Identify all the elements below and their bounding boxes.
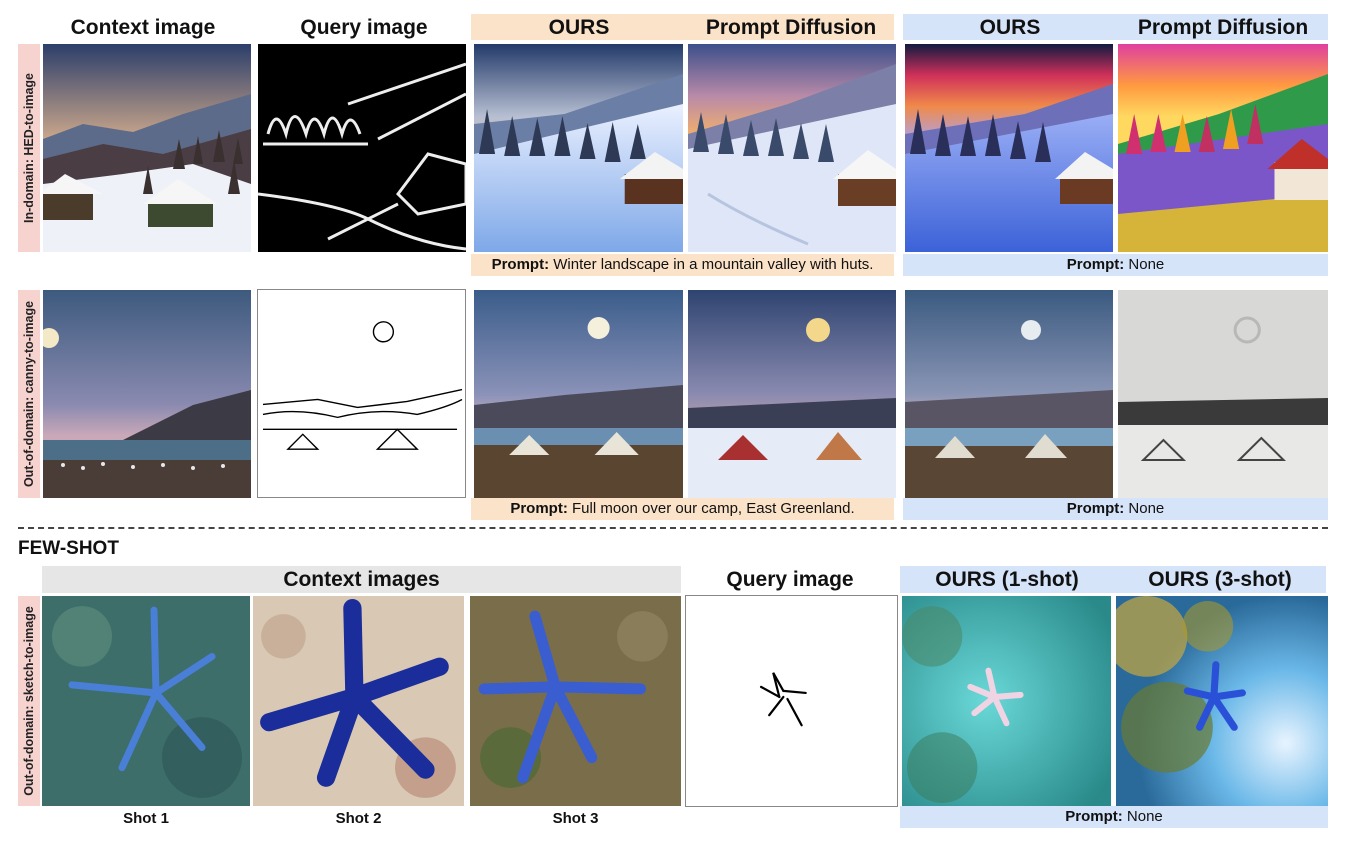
row3-prompt-none-bar: Prompt: None — [900, 806, 1328, 828]
header-prompt-diffusion-2: Prompt Diffusion — [1137, 16, 1309, 39]
row2-prompt-text: Full moon over our camp, East Greenland. — [567, 500, 855, 517]
row2-prompt-none-text: None — [1124, 500, 1165, 517]
shot1-label: Shot 1 — [123, 810, 169, 827]
row2-context-image — [43, 290, 251, 498]
ours-1shot-output — [902, 596, 1111, 806]
header-ours-3shot: OURS (3-shot) — [1148, 568, 1292, 591]
row-label-hed-text: In-domain: HED-to-image — [22, 73, 36, 223]
shot1-image — [42, 596, 250, 806]
row2-prompt-none-prefix: Prompt: — [1066, 500, 1125, 517]
row-label-canny: Out-of-domain: canny-to-image — [18, 290, 40, 498]
shot3-label: Shot 3 — [552, 810, 599, 827]
shot2-label: Shot 2 — [335, 810, 382, 827]
row1-query-image — [258, 44, 466, 252]
row-label-canny-text: Out-of-domain: canny-to-image — [22, 300, 36, 488]
row3-prompt-none-text: None — [1122, 808, 1163, 825]
header-prompt-diffusion-1: Prompt Diffusion — [705, 16, 877, 39]
row1-context-image — [43, 44, 251, 252]
ours-prompt-band-blue — [903, 14, 1328, 40]
row1-prompt-diffusion-noprompt-output — [1118, 44, 1328, 252]
header-ours-2: OURS — [979, 16, 1041, 39]
row1-ours-noprompt-output — [905, 44, 1113, 252]
fewshot-ours-band — [900, 566, 1326, 593]
row1-prompt-none-text: None — [1124, 256, 1165, 273]
section-divider — [18, 527, 1328, 529]
row2-prompt-prefix: Prompt: — [510, 500, 568, 517]
header-context-image: Context image — [70, 16, 216, 39]
ours-3shot-output — [1116, 596, 1328, 806]
row2-prompt-none-bar: Prompt: None — [903, 498, 1328, 520]
row-label-hed: In-domain: HED-to-image — [18, 44, 40, 252]
row2-prompt-bar: Prompt: Full moon over our camp, East Gr… — [471, 498, 894, 520]
header-ours-1: OURS — [548, 16, 610, 39]
header-context-images: Context images — [283, 568, 440, 591]
ours-prompt-band-orange — [471, 14, 894, 40]
row1-prompt-prefix: Prompt: — [491, 256, 550, 273]
row1-prompt-none-bar: Prompt: None — [903, 254, 1328, 276]
row1-prompt-none-prefix: Prompt: — [1066, 256, 1125, 273]
fewshot-title: FEW-SHOT — [18, 538, 119, 559]
header-query-image: Query image — [300, 16, 428, 39]
row2-query-image — [257, 289, 466, 498]
row-label-sketch: Out-of-domain: sketch-to-image — [18, 596, 40, 806]
row1-ours-output — [474, 44, 683, 252]
shot2-image — [253, 596, 464, 806]
header-ours-1shot: OURS (1-shot) — [935, 568, 1079, 591]
row2-ours-noprompt-output — [905, 290, 1113, 498]
row1-prompt-diffusion-output — [688, 44, 896, 252]
fewshot-query-image — [685, 595, 898, 807]
header-fewshot-query-image: Query image — [726, 568, 854, 591]
row2-prompt-diffusion-noprompt-output — [1118, 290, 1328, 498]
row-label-sketch-text: Out-of-domain: sketch-to-image — [22, 606, 36, 796]
row2-ours-output — [474, 290, 683, 498]
row3-prompt-none-prefix: Prompt: — [1065, 808, 1123, 825]
row1-prompt-text: Winter landscape in a mountain valley wi… — [549, 256, 874, 273]
context-images-band — [42, 566, 681, 593]
shot3-image — [470, 596, 681, 806]
row1-prompt-bar: Prompt: Winter landscape in a mountain v… — [471, 254, 894, 276]
row2-prompt-diffusion-output — [688, 290, 896, 498]
